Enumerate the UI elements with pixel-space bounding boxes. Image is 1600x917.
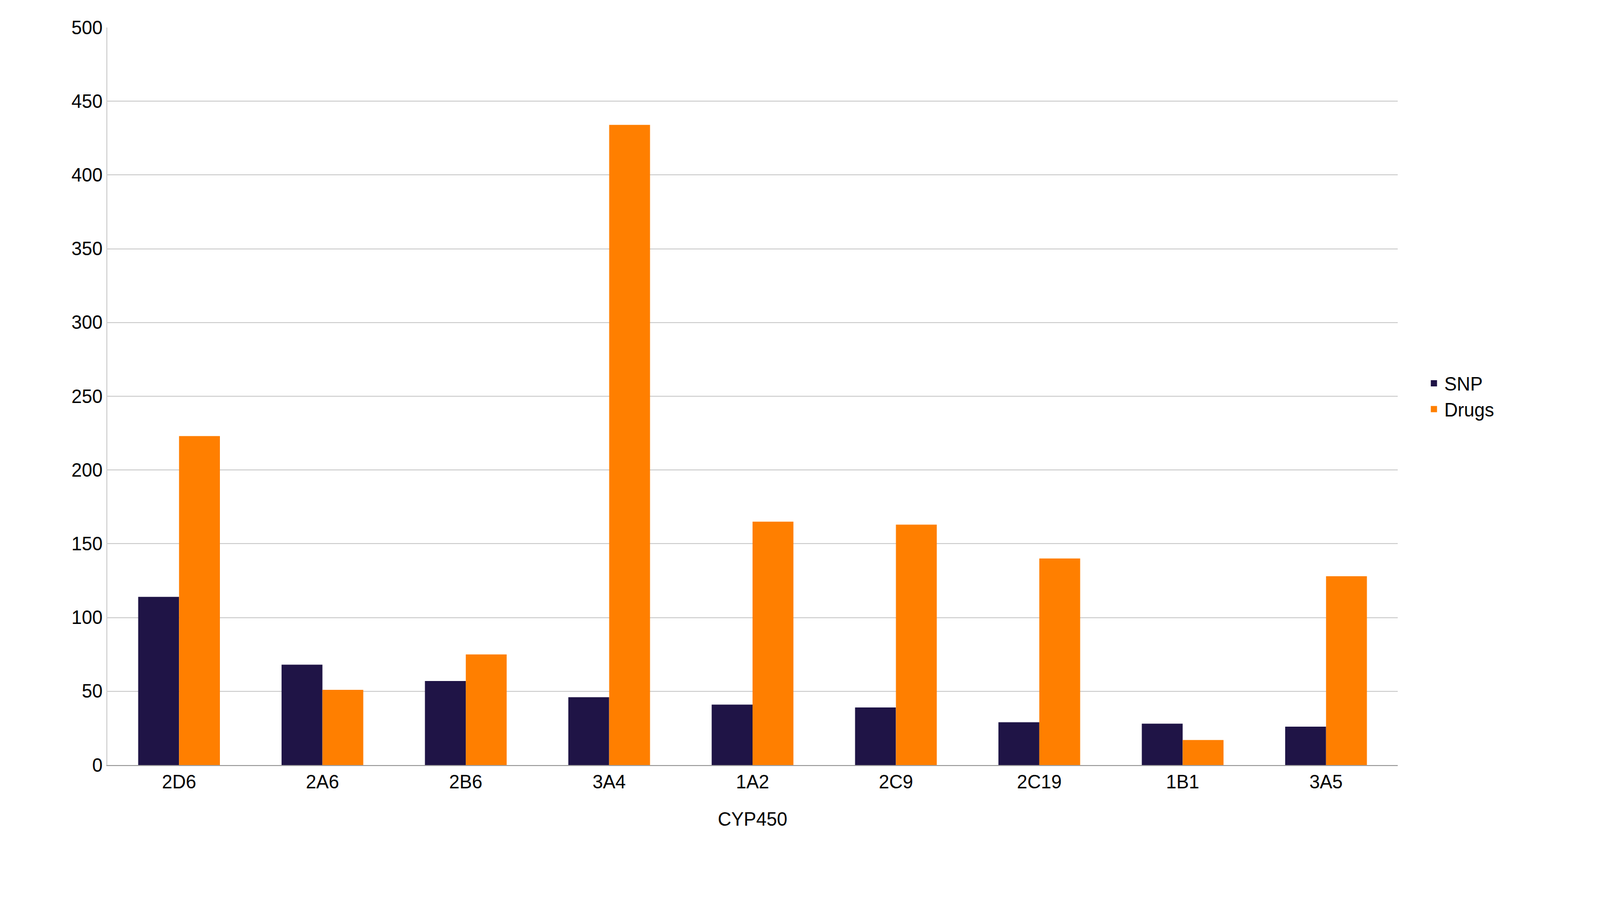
svg-text:250: 250 bbox=[71, 385, 103, 408]
svg-text:300: 300 bbox=[71, 311, 103, 333]
svg-text:150: 150 bbox=[71, 533, 103, 555]
svg-text:500: 500 bbox=[71, 17, 103, 39]
svg-text:SNP: SNP bbox=[1444, 373, 1483, 395]
svg-text:3A4: 3A4 bbox=[592, 771, 626, 793]
svg-text:100: 100 bbox=[71, 606, 103, 629]
svg-text:400: 400 bbox=[71, 164, 103, 186]
svg-text:3A5: 3A5 bbox=[1309, 771, 1343, 793]
svg-text:200: 200 bbox=[71, 459, 103, 481]
svg-text:1B1: 1B1 bbox=[1165, 771, 1200, 793]
svg-text:50: 50 bbox=[81, 680, 103, 702]
svg-text:350: 350 bbox=[71, 238, 103, 260]
svg-text:Drugs: Drugs bbox=[1444, 399, 1495, 421]
svg-text:2A6: 2A6 bbox=[305, 771, 340, 793]
svg-text:2C9: 2C9 bbox=[878, 771, 913, 793]
svg-text:450: 450 bbox=[71, 90, 103, 113]
svg-text:2C19: 2C19 bbox=[1017, 771, 1062, 793]
svg-text:CYP450: CYP450 bbox=[717, 808, 788, 830]
svg-text:1A2: 1A2 bbox=[735, 771, 770, 793]
svg-text:0: 0 bbox=[92, 754, 103, 776]
svg-text:2D6: 2D6 bbox=[161, 771, 197, 793]
svg-text:2B6: 2B6 bbox=[449, 771, 483, 793]
